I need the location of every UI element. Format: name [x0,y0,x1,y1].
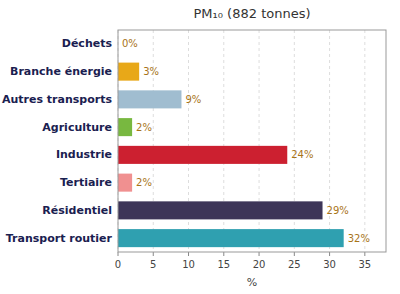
tick-label: 10 [182,259,195,270]
category-label: Tertiaire [60,176,112,189]
bar [118,174,132,192]
category-label: Résidentiel [42,204,112,217]
x-axis-label: % [247,276,257,289]
tick-label: 25 [288,259,301,270]
grid-line [364,30,365,252]
bar [118,201,323,219]
data-label: 2% [136,122,152,133]
chart-svg: PM₁₀ (882 tonnes) 0 5 10 15 20 25 30 35 Transport… [0,0,400,294]
tick-mark [118,252,119,256]
category-label: Déchets [62,37,113,50]
plot-frame [118,30,386,252]
category-label: Autres transports [2,93,112,106]
data-label: 32% [348,233,370,244]
data-label: 9% [185,94,201,105]
data-label: 24% [291,149,313,160]
tick-label: 15 [217,259,230,270]
tick-label: 35 [358,259,371,270]
category-label: Transport routier [6,232,113,245]
title: PM₁₀ (882 tonnes) [194,6,311,21]
bar [118,146,287,164]
data-label: 2% [136,177,152,188]
tick-label: 20 [253,259,266,270]
bar [118,229,344,247]
grid-line [329,30,330,252]
tick-mark [259,252,260,256]
data-label: 0% [122,38,138,49]
tick-label: 0 [115,259,121,270]
bars [118,63,344,248]
tick-mark [153,252,154,256]
grid [118,30,365,252]
tick-mark [329,252,330,256]
category-label: Branche énergie [10,65,112,78]
data-label: 3% [143,66,159,77]
bar [118,118,132,136]
category-label: Agriculture [42,121,112,134]
tick-label: 30 [323,259,336,270]
tick-mark [364,252,365,256]
bar [118,63,139,81]
tick-mark [294,252,295,256]
tick-mark [188,252,189,256]
bar [118,90,181,108]
tick-mark [223,252,224,256]
chart-container: PM₁₀ (882 tonnes) 0 5 10 15 20 25 30 35 Transport… [0,0,400,294]
tick-label: 5 [150,259,156,270]
category-label: Industrie [56,148,112,161]
data-label: 29% [327,205,349,216]
